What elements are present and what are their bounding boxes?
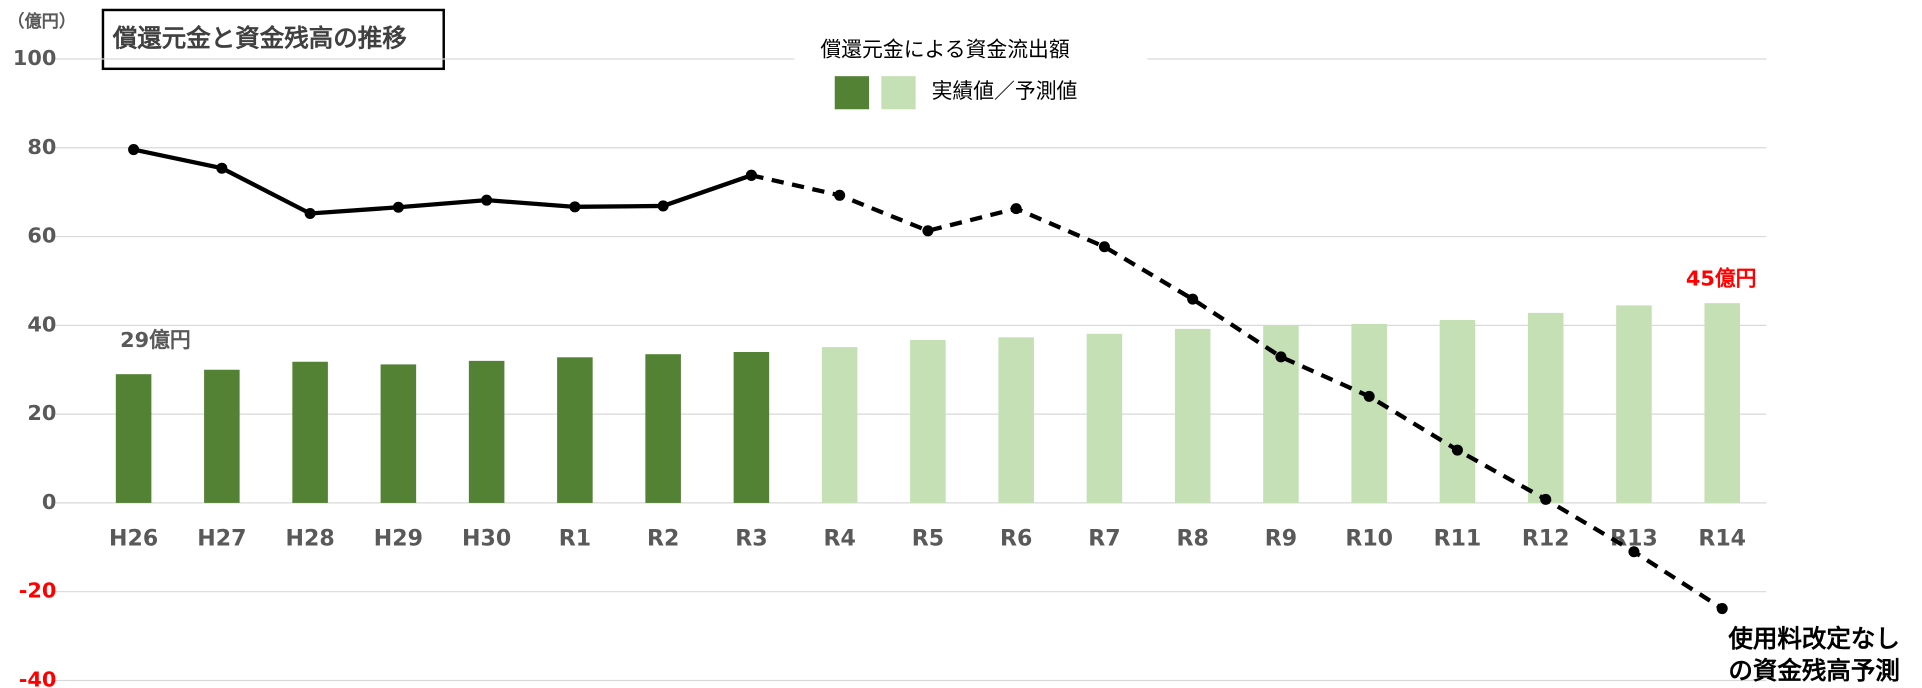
y-tick-label: -40 [19, 667, 57, 688]
x-tick-label: R7 [1088, 527, 1120, 552]
line-marker [1187, 293, 1199, 305]
x-tick-label: R11 [1434, 527, 1482, 552]
y-tick-label: -20 [19, 579, 57, 603]
x-tick-label: R10 [1345, 527, 1393, 552]
line-marker [569, 201, 581, 213]
x-tick-label: R1 [559, 527, 591, 552]
line-marker [216, 162, 228, 174]
unit-label: （億円） [7, 11, 76, 32]
bar [1086, 333, 1123, 503]
annotation: 使用料改定なし [1727, 624, 1900, 653]
legend-swatch [881, 76, 916, 110]
x-tick-label: R2 [647, 527, 679, 552]
bar [1174, 328, 1211, 503]
line-marker [1275, 351, 1287, 363]
annotation: 29億円 [120, 328, 191, 352]
bar [1527, 312, 1564, 503]
line-marker [1010, 203, 1022, 215]
x-tick-label: H28 [286, 527, 335, 552]
chart-title: 償還元金と資金残高の推移 [112, 23, 407, 52]
x-tick-label: H29 [374, 527, 423, 552]
bar [733, 351, 770, 503]
bar [998, 337, 1034, 503]
bar [821, 347, 858, 503]
line-marker [922, 225, 934, 237]
line-marker [1363, 390, 1375, 402]
y-tick-label: 100 [13, 46, 56, 70]
x-tick-label: R12 [1522, 527, 1570, 552]
y-tick-label: 60 [27, 224, 56, 248]
annotation: の資金残高予測 [1728, 656, 1900, 685]
x-tick-label: R8 [1177, 527, 1209, 552]
line-marker [1098, 241, 1110, 253]
line-marker [1451, 444, 1463, 456]
y-tick-label: 80 [27, 135, 56, 159]
bar [1616, 305, 1652, 503]
x-tick-label: R14 [1698, 527, 1746, 552]
line-marker [304, 207, 316, 220]
legend-title-bg [794, 34, 1148, 67]
line-marker [1540, 493, 1552, 505]
x-tick-label: H26 [109, 527, 158, 552]
bar [645, 354, 681, 503]
line [750, 173, 1724, 611]
line-marker [481, 194, 493, 206]
y-tick-label: 20 [27, 401, 56, 425]
line-marker [834, 189, 846, 201]
annotation: 45億円 [1686, 267, 1757, 291]
x-tick-label: R3 [735, 527, 767, 552]
x-tick-label: R4 [823, 527, 855, 552]
line [133, 147, 753, 216]
bar [557, 357, 593, 503]
legend-swatch [834, 76, 870, 110]
line-marker [392, 201, 404, 213]
line-marker [1716, 603, 1728, 615]
bar [292, 361, 328, 503]
bar [115, 374, 152, 503]
x-tick-label: R5 [912, 527, 944, 552]
bar [468, 360, 505, 503]
legend-title: 償還元金による資金流出額 [820, 37, 1069, 61]
y-tick-label: 40 [27, 312, 56, 336]
y-tick-label: 0 [42, 490, 56, 514]
legend-label: 実績値／予測値 [932, 79, 1078, 103]
line-marker [128, 144, 140, 156]
line-marker [1628, 546, 1640, 558]
x-tick-label: H27 [197, 527, 246, 552]
line-marker [657, 200, 669, 212]
x-tick-label: H30 [462, 527, 511, 552]
bar [910, 339, 946, 503]
line-marker [745, 169, 757, 181]
bar [380, 364, 417, 503]
x-tick-label: R6 [1000, 527, 1032, 552]
bar [1704, 303, 1740, 503]
bar [1351, 324, 1387, 503]
bar [1439, 320, 1476, 503]
x-tick-label: R9 [1265, 527, 1297, 552]
bar [204, 369, 240, 503]
